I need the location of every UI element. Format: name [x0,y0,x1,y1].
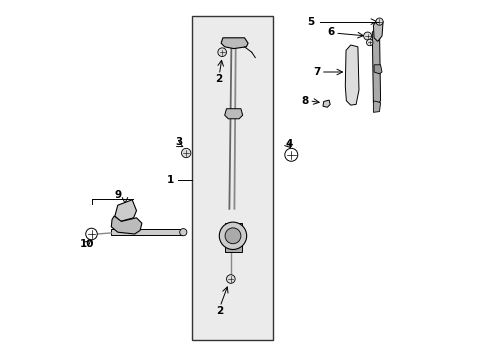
Text: 2: 2 [215,306,223,316]
Polygon shape [345,45,358,105]
Text: 10: 10 [80,239,94,249]
Circle shape [179,229,186,236]
Bar [192,16,273,340]
Text: 1: 1 [167,175,174,185]
Text: 6: 6 [326,27,334,37]
Circle shape [375,18,382,25]
Polygon shape [371,29,380,104]
Circle shape [219,222,246,249]
Circle shape [226,275,235,283]
Text: 3: 3 [175,137,182,147]
Bar [111,229,183,235]
Circle shape [284,148,297,161]
Circle shape [366,39,372,46]
Polygon shape [111,216,142,234]
Circle shape [181,148,190,158]
Polygon shape [322,100,329,107]
Polygon shape [224,109,242,119]
Text: 5: 5 [307,17,314,27]
Text: 9: 9 [114,190,121,200]
Circle shape [85,228,97,240]
Bar [224,223,242,252]
Polygon shape [373,20,382,41]
Polygon shape [115,200,136,221]
Circle shape [363,32,371,40]
Text: 4: 4 [285,139,293,149]
Text: 8: 8 [301,96,308,106]
Polygon shape [221,38,247,49]
Polygon shape [373,65,381,74]
Circle shape [224,228,241,244]
Polygon shape [373,101,380,112]
Text: 7: 7 [312,67,320,77]
Text: 2: 2 [215,74,222,84]
Circle shape [218,48,226,57]
